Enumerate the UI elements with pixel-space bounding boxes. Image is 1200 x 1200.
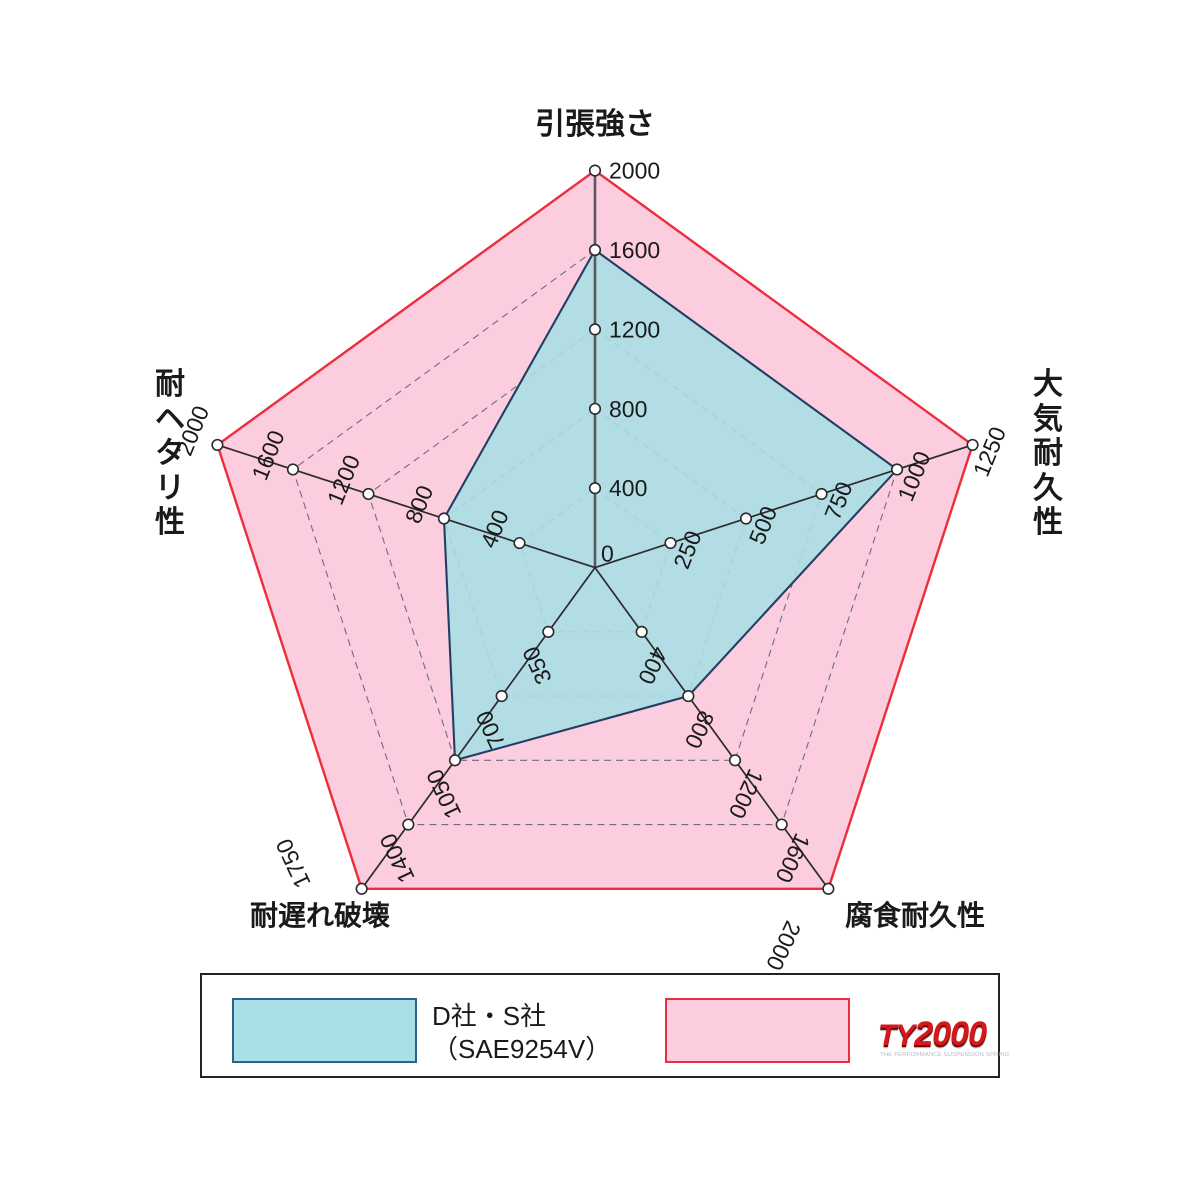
svg-text:2000: 2000 — [609, 158, 660, 184]
svg-text:1600: 1600 — [609, 237, 660, 263]
svg-text:1750: 1750 — [270, 835, 315, 892]
svg-text:1250: 1250 — [968, 423, 1011, 480]
svg-text:1200: 1200 — [609, 316, 660, 342]
svg-text:0: 0 — [601, 541, 614, 567]
svg-text:400: 400 — [609, 475, 647, 501]
svg-text:800: 800 — [609, 396, 647, 422]
svg-text:2000: 2000 — [761, 917, 806, 974]
